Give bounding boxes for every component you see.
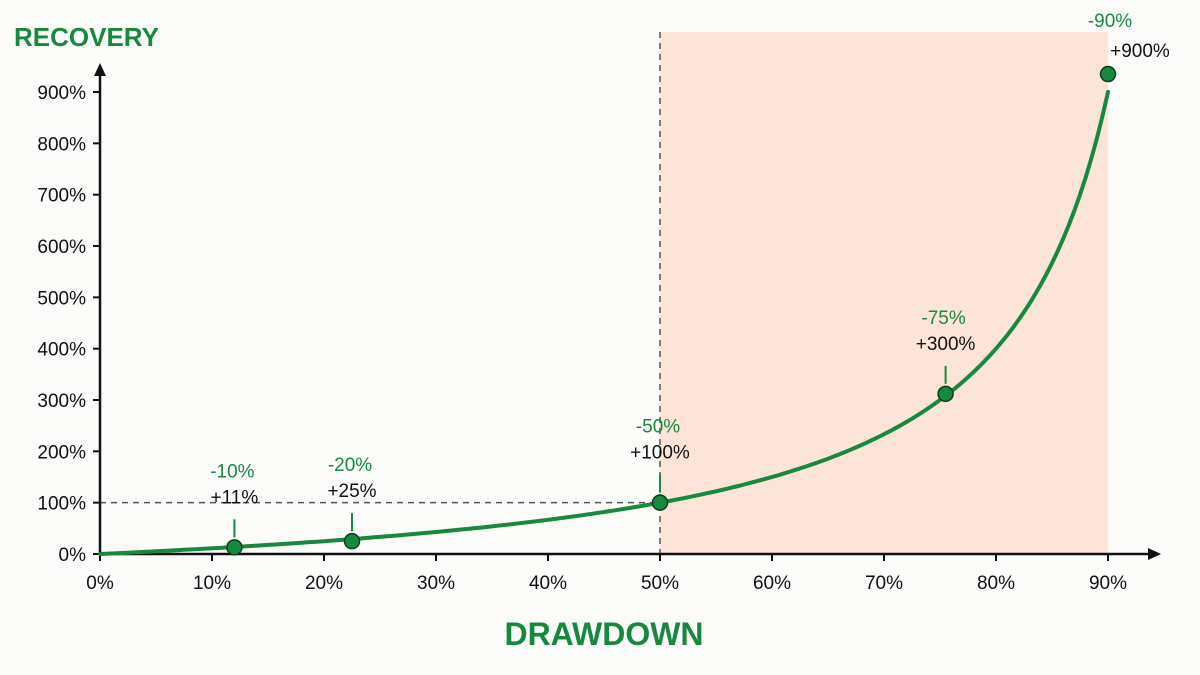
annotations: -10% +11% -20% +25% -50% +100% -75% +300% -90% +9… <box>210 11 1170 556</box>
annotation-drawdown-label: -50% <box>636 417 680 438</box>
y-tick-label: 200% <box>37 442 86 463</box>
annotation-recovery-label: +11% <box>211 487 259 508</box>
x-tick-label: 50% <box>641 573 679 594</box>
annotation-point: -50% +100% <box>630 417 690 511</box>
annotation-point: -10% +11% <box>210 461 259 556</box>
y-tick-label: 900% <box>37 83 86 104</box>
annotation-recovery-label: +300% <box>916 334 976 355</box>
x-tick-label: 10% <box>193 573 231 594</box>
danger-zone-shading <box>660 32 1108 554</box>
x-tick-label: 30% <box>417 573 455 594</box>
data-point-marker <box>226 539 243 556</box>
annotation-recovery-label: +900% <box>1110 41 1170 62</box>
recovery-curve <box>98 90 1110 556</box>
data-point-marker <box>1099 65 1117 83</box>
y-axis-arrow-icon <box>94 63 106 76</box>
x-tick-label: 60% <box>753 573 791 594</box>
annotation-recovery-label: +25% <box>327 481 376 502</box>
annotation-drawdown-label: -75% <box>921 308 965 329</box>
annotation-drawdown-label: -90% <box>1088 11 1132 32</box>
x-axis-title: DRAWDOWN <box>504 616 703 652</box>
x-tick-label: 80% <box>977 573 1015 594</box>
x-tick-label: 40% <box>529 573 567 594</box>
y-tick-label: 500% <box>37 288 86 309</box>
y-tick-label: 700% <box>37 186 86 207</box>
y-axis-title: RECOVERY <box>14 22 159 52</box>
annotation-recovery-label: +100% <box>630 443 690 464</box>
y-tick-label: 100% <box>37 494 86 515</box>
x-tick-label: 90% <box>1089 573 1127 594</box>
x-axis-arrow-icon <box>1148 548 1161 560</box>
data-point-marker <box>343 532 361 550</box>
y-axis-ticks: 0% 100% 200% 300% 400% 500% 600% 700% 800% 900% <box>37 83 100 566</box>
y-tick-label: 0% <box>59 545 87 566</box>
data-point-marker <box>651 494 669 511</box>
annotation-point: -75% +300% <box>916 308 976 403</box>
x-tick-label: 0% <box>86 573 114 594</box>
annotation-point: -20% +25% <box>327 455 377 550</box>
y-tick-label: 800% <box>37 134 86 155</box>
annotation-drawdown-label: -10% <box>210 461 254 482</box>
y-tick-label: 300% <box>37 391 86 412</box>
x-axis-ticks: 0% 10% 20% 30% 40% 50% 60% 70% 80% 90% <box>86 554 1127 594</box>
x-tick-label: 20% <box>305 573 343 594</box>
y-tick-label: 600% <box>37 237 86 258</box>
annotation-point: -90% +900% <box>1088 11 1170 83</box>
data-point-marker <box>937 385 954 403</box>
x-tick-label: 70% <box>865 573 903 594</box>
annotation-drawdown-label: -20% <box>328 455 372 476</box>
y-tick-label: 400% <box>37 340 86 361</box>
